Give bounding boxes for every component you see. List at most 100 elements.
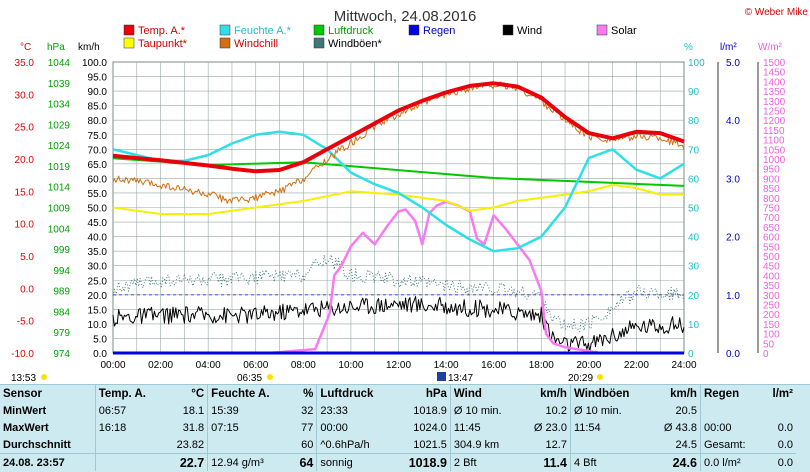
sun-icon [597, 374, 603, 380]
rain-tick-label: 0.0 [726, 349, 740, 360]
noon-icon [437, 372, 446, 381]
stats-row-label: 24.08. 23:57 [0, 453, 96, 471]
stats-cell: 16:18 [94, 419, 165, 436]
x-tick-label: 20:00 [576, 360, 601, 371]
humidity-tick-label: 10 [688, 320, 700, 331]
wind-tick-label: 30.0 [88, 262, 108, 273]
stats-row-min: MinWert 06:57 18.1 15:39 32 23:33 1018.9… [0, 402, 796, 419]
legend-swatch [219, 24, 231, 36]
pressure-tick-label: 974 [53, 349, 70, 360]
x-tick-label: 18:00 [529, 360, 554, 371]
legend-swatch [313, 37, 325, 49]
wind-tick-label: 65.0 [88, 160, 108, 171]
wind-tick-label: 15.0 [88, 305, 108, 316]
stats-cell: 11:45 [449, 419, 520, 436]
humidity-tick-label: 90 [688, 87, 700, 98]
stats-row-label: MaxWert [3, 421, 49, 434]
temp-tick-label: 30.0 [15, 90, 35, 101]
stats-row-current: 24.08. 23:57 22.7 12.94 g/m³ 64 sonnig 1… [0, 453, 796, 471]
temp-tick-label: 15.0 [15, 187, 35, 198]
pressure-tick-label: 994 [53, 266, 70, 277]
wind-tick-label: 35.0 [88, 247, 108, 258]
stats-row-label: Durchschnitt [3, 438, 71, 451]
x-tick-label: 06:00 [243, 360, 268, 371]
pressure-axis-unit: hPa [47, 42, 65, 53]
stats-cell: 15:39 [207, 402, 291, 419]
pressure-tick-label: 984 [53, 307, 70, 318]
humidity-tick-label: 80 [688, 116, 700, 127]
stats-cell: 31.8 [182, 421, 205, 434]
x-tick-label: 16:00 [481, 360, 506, 371]
solar-tick-label: 350 [763, 281, 780, 292]
stats-cell: 0.0 [777, 421, 793, 434]
stats-cell: 32 [301, 404, 314, 417]
pressure-tick-label: 1034 [48, 100, 71, 111]
stats-header-wind-unit: km/h [540, 387, 567, 400]
stats-cell [207, 436, 291, 454]
stats-cell [699, 402, 763, 419]
stats-cell: sonnig [316, 453, 394, 471]
chart-legend: Temp. A.* Feuchte A.* Luftdruck Regen Wind So… [123, 24, 637, 50]
stats-cell [94, 436, 165, 454]
temp-tick-label: 5.0 [20, 252, 34, 263]
stats-header-pressure-unit: hPa [425, 387, 447, 400]
solar-tick-label: 0 [763, 349, 769, 360]
rain-tick-label: 5.0 [726, 58, 740, 69]
wind-tick-label: 40.0 [88, 233, 108, 244]
solar-tick-label: 150 [763, 320, 780, 331]
stats-cell: 2 Bft [449, 453, 520, 471]
stats-row-average: Durchschnitt 23.82 60 ^0.6hPa/h 1021.5 3… [0, 436, 796, 454]
stats-header-rain-unit: l/m² [772, 387, 793, 400]
humidity-tick-label: 100 [688, 58, 705, 69]
solar-tick-label: 1450 [763, 68, 786, 79]
stats-header-humidity-unit: % [303, 387, 314, 400]
humidity-tick-label: 20 [688, 291, 700, 302]
wind-tick-label: 60.0 [88, 174, 108, 185]
temp-tick-label: -5.0 [17, 317, 35, 328]
solar-tick-label: 650 [763, 223, 780, 234]
legend-swatch [596, 24, 608, 36]
stats-cell: 11:54 [569, 419, 650, 436]
stats-row-label: MinWert [3, 404, 47, 417]
solar-tick-label: 550 [763, 242, 780, 253]
series-solar-line [113, 200, 684, 355]
stats-cell: 1018.9 [393, 453, 451, 471]
solar-tick-label: 750 [763, 204, 780, 215]
solar-axis-unit: W/m² [758, 42, 783, 53]
chart-title: Mittwoch, 24.08.2016 [334, 8, 477, 25]
stats-cell: 00:00 [316, 419, 394, 436]
solar-tick-label: 400 [763, 271, 780, 282]
stats-cell: 24.5 [675, 438, 697, 451]
x-tick-label: 12:00 [386, 360, 411, 371]
wind-tick-label: 80.0 [88, 116, 108, 127]
legend-label: Regen [423, 25, 455, 37]
legend-label: Windchill [234, 38, 278, 50]
wind-tick-label: 95.0 [88, 73, 108, 84]
stats-cell: 304.9 km [449, 436, 520, 454]
solar-tick-label: 850 [763, 184, 780, 195]
x-tick-label: 00:00 [100, 360, 125, 371]
pressure-tick-label: 1009 [48, 204, 71, 215]
wind-tick-label: 0.0 [93, 349, 107, 360]
pressure-tick-label: 1014 [48, 183, 71, 194]
humidity-tick-label: 40 [688, 233, 700, 244]
statistics-panel: Sensor Temp. A. °C Feuchte A. % Luftdruc… [0, 384, 810, 472]
pressure-tick-label: 1004 [48, 224, 71, 235]
solar-tick-label: 600 [763, 233, 780, 244]
stats-header-sensor: Sensor [3, 387, 42, 400]
series-feuchte-a-line [112, 130, 685, 253]
temp-tick-label: 25.0 [15, 123, 35, 134]
solar-tick-label: 1350 [763, 87, 786, 98]
legend-swatch [123, 24, 135, 36]
solar-tick-label: 50 [763, 339, 775, 350]
legend-label: Feuchte A.* [234, 25, 292, 37]
stats-header-temp: Temp. A. [94, 385, 165, 402]
pressure-tick-label: 1024 [48, 141, 71, 152]
pressure-tick-label: 979 [53, 328, 70, 339]
solar-tick-label: 1500 [763, 58, 786, 69]
stats-cell: Ø 10 min. [569, 402, 650, 419]
solar-tick-label: 100 [763, 330, 780, 341]
wind-tick-label: 20.0 [88, 291, 108, 302]
sun-icon [267, 374, 273, 380]
stats-header-gust-unit: km/h [670, 387, 697, 400]
